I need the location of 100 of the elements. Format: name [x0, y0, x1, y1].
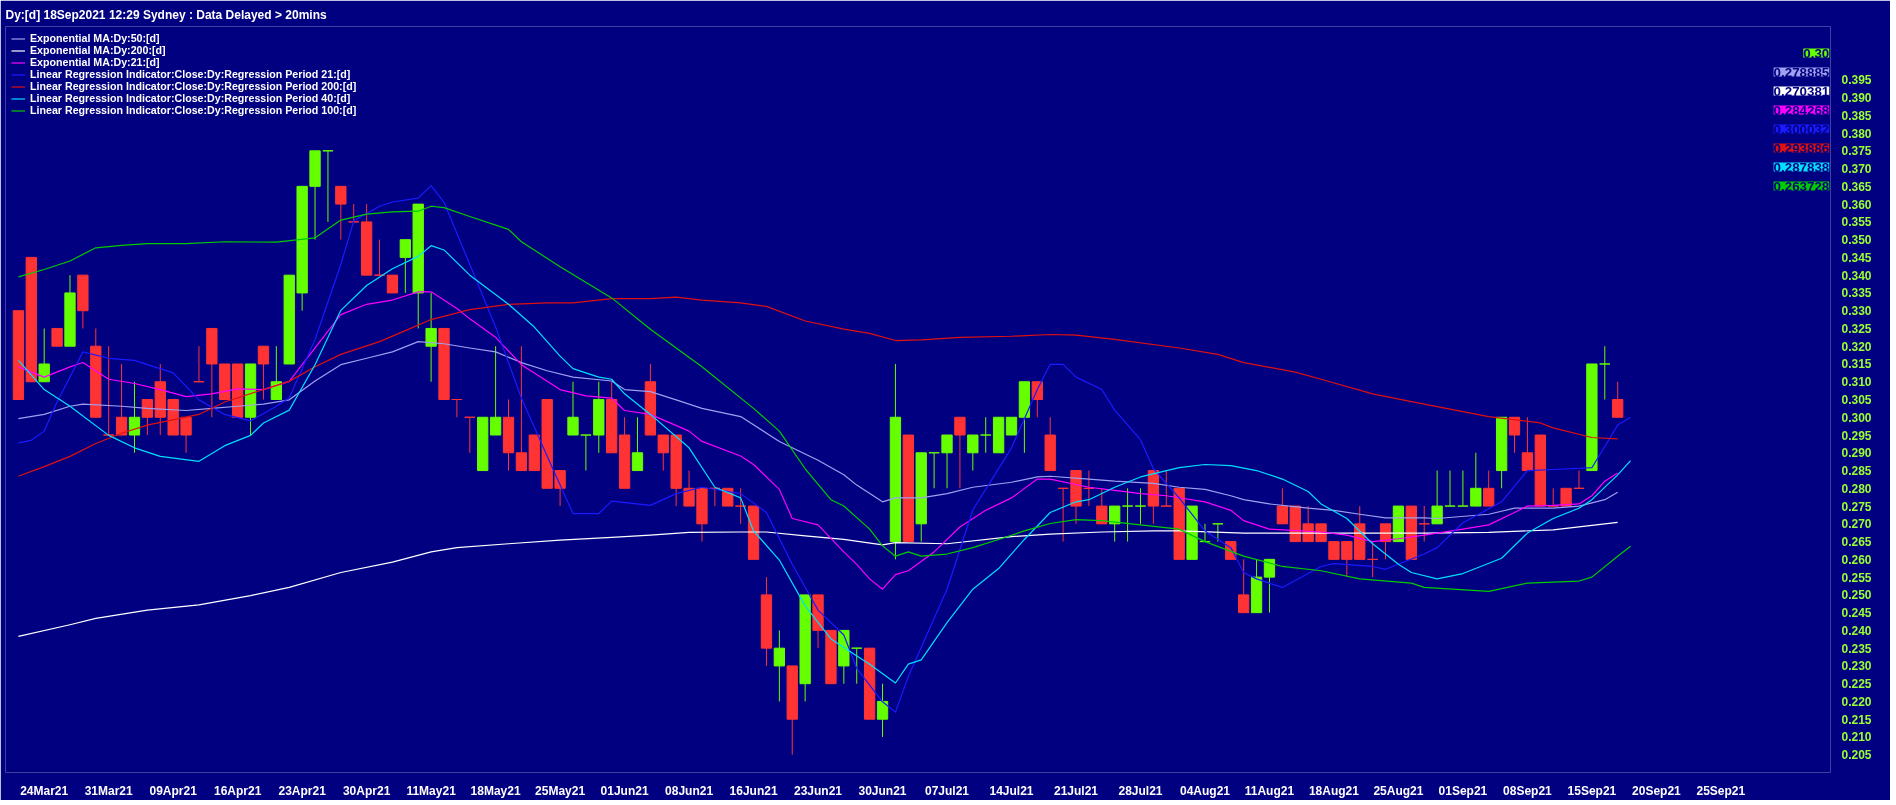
- x-tick-label: 25May21: [535, 783, 586, 798]
- y-tick-label: 0.270: [1841, 517, 1872, 532]
- candlestick: [257, 345, 270, 400]
- candlestick: [425, 292, 437, 383]
- candlestick: [270, 345, 283, 400]
- y-tick-label: 0.280: [1841, 481, 1872, 496]
- candlestick: [1083, 470, 1095, 507]
- x-tick-label: 07Jul21: [925, 783, 970, 798]
- candlestick: [1057, 487, 1069, 543]
- x-tick-label: 01Jun21: [600, 783, 649, 798]
- x-tick-label: 31Mar21: [84, 783, 134, 798]
- candlestick: [322, 150, 334, 223]
- y-tick-label: 0.390: [1841, 91, 1872, 106]
- x-tick-label: 23Apr21: [278, 783, 327, 798]
- x-tick-label: 24Mar21: [20, 783, 69, 798]
- y-tick-label: 0.285: [1841, 464, 1872, 479]
- x-tick-label: 18Aug21: [1308, 783, 1360, 798]
- legend-label: Linear Regression Indicator:Close:Dy:Regression Period 21:[d]: [30, 68, 351, 80]
- x-tick-label: 20Sep21: [1632, 783, 1682, 798]
- candlestick: [103, 345, 115, 436]
- y-tick-label: 0.330: [1841, 304, 1872, 319]
- y-tick-label: 0.260: [1841, 552, 1872, 567]
- candlestick: [1508, 416, 1521, 454]
- y-tick-label: 0.355: [1841, 215, 1872, 230]
- candlestick: [373, 239, 386, 276]
- y-tick-label: 0.245: [1841, 606, 1872, 621]
- annotation: 0.284268: [1773, 102, 1830, 118]
- candlestick: [1160, 470, 1172, 507]
- candlestick: [1418, 505, 1430, 543]
- y-tick-label: 0.205: [1841, 748, 1872, 763]
- y-tick-label: 0.215: [1841, 712, 1872, 727]
- y-tick-label: 0.320: [1841, 339, 1872, 354]
- legend-label: Linear Regression Indicator:Close:Dy:Regression Period 40:[d]: [30, 92, 351, 104]
- x-tick-label: 30Jun21: [858, 783, 907, 798]
- y-tick-label: 0.380: [1841, 126, 1872, 141]
- y-tick-label: 0.275: [1841, 499, 1872, 514]
- y-tick-label: 0.235: [1841, 641, 1872, 656]
- x-tick-label: 16Apr21: [213, 783, 262, 798]
- candlestick: [1470, 452, 1482, 507]
- candlestick: [1109, 505, 1121, 543]
- x-tick-label: 28Jul21: [1118, 783, 1163, 798]
- candlestick: [567, 381, 579, 436]
- y-tick-label: 0.375: [1841, 144, 1872, 159]
- x-tick-label: 04Aug21: [1179, 783, 1231, 798]
- y-tick-label: 0.250: [1841, 588, 1872, 603]
- candlestick: [1573, 470, 1585, 489]
- candlestick: [1096, 487, 1108, 525]
- y-tick-label: 0.385: [1841, 108, 1872, 123]
- x-tick-label: 25Sep21: [1696, 783, 1746, 798]
- annotation: 0.293886: [1773, 140, 1830, 156]
- y-tick-label: 0.210: [1841, 730, 1872, 745]
- y-tick-label: 0.310: [1841, 375, 1872, 390]
- annotation: 0.300032: [1773, 121, 1830, 137]
- y-tick-label: 0.370: [1841, 162, 1872, 177]
- x-tick-label: 21Jul21: [1053, 783, 1099, 798]
- candlestick: [38, 327, 50, 383]
- candlestick: [1547, 487, 1559, 507]
- legend-label: Exponential MA:Dy:200:[d]: [30, 44, 166, 56]
- candlestick: [1121, 487, 1134, 543]
- x-tick-label: 09Apr21: [149, 783, 198, 798]
- line-series: [17, 296, 1619, 477]
- y-tick-label: 0.305: [1841, 393, 1872, 407]
- x-tick-label: 15Sep21: [1567, 783, 1617, 798]
- y-tick-label: 0.395: [1841, 73, 1872, 88]
- candlestick: [967, 434, 979, 472]
- line-series: [17, 205, 1632, 592]
- candlestick: [735, 487, 747, 525]
- y-tick-label: 0.345: [1841, 250, 1872, 265]
- annotation: 0.270381: [1773, 83, 1830, 99]
- candlestick: [193, 345, 205, 383]
- annotation: 0.263728: [1773, 178, 1830, 194]
- y-tick-label: 0.360: [1841, 197, 1872, 212]
- line-series: [17, 521, 1619, 638]
- y-tick-label: 0.340: [1841, 268, 1872, 283]
- candlestick: [1199, 523, 1211, 543]
- y-tick-label: 0.325: [1841, 321, 1872, 336]
- x-tick-label: 08Jun21: [665, 783, 714, 798]
- x-tick-label: 16Jun21: [729, 783, 778, 798]
- candlestick: [1612, 381, 1624, 418]
- y-tick-label: 0.290: [1841, 446, 1872, 461]
- y-tick-label: 0.220: [1841, 694, 1872, 709]
- chart-title: Dy:[d] 18Sep2021 12:29 Sydney : Data Delayed > 20mins: [5, 7, 327, 22]
- candlestick: [464, 416, 476, 454]
- candlestick: [1599, 345, 1611, 400]
- candlestick: [1444, 470, 1456, 507]
- candlestick: [1483, 470, 1495, 507]
- annotation: 0.30: [1803, 45, 1830, 61]
- candlestick: [1263, 558, 1276, 614]
- x-tick-label: 11Aug21: [1244, 783, 1295, 798]
- y-tick-label: 0.230: [1841, 659, 1872, 674]
- x-tick-label: 14Jul21: [989, 783, 1034, 798]
- candlestick: [851, 647, 863, 685]
- candlestick: [928, 452, 940, 489]
- candlestick: [580, 434, 592, 472]
- candlestick: [1431, 470, 1443, 525]
- x-tick-label: 30Apr21: [342, 783, 391, 798]
- candlestick: [941, 434, 953, 489]
- candlestick: [115, 363, 128, 436]
- x-tick-label: 01Sep21: [1438, 783, 1488, 798]
- annotation: 0.278885: [1773, 64, 1830, 80]
